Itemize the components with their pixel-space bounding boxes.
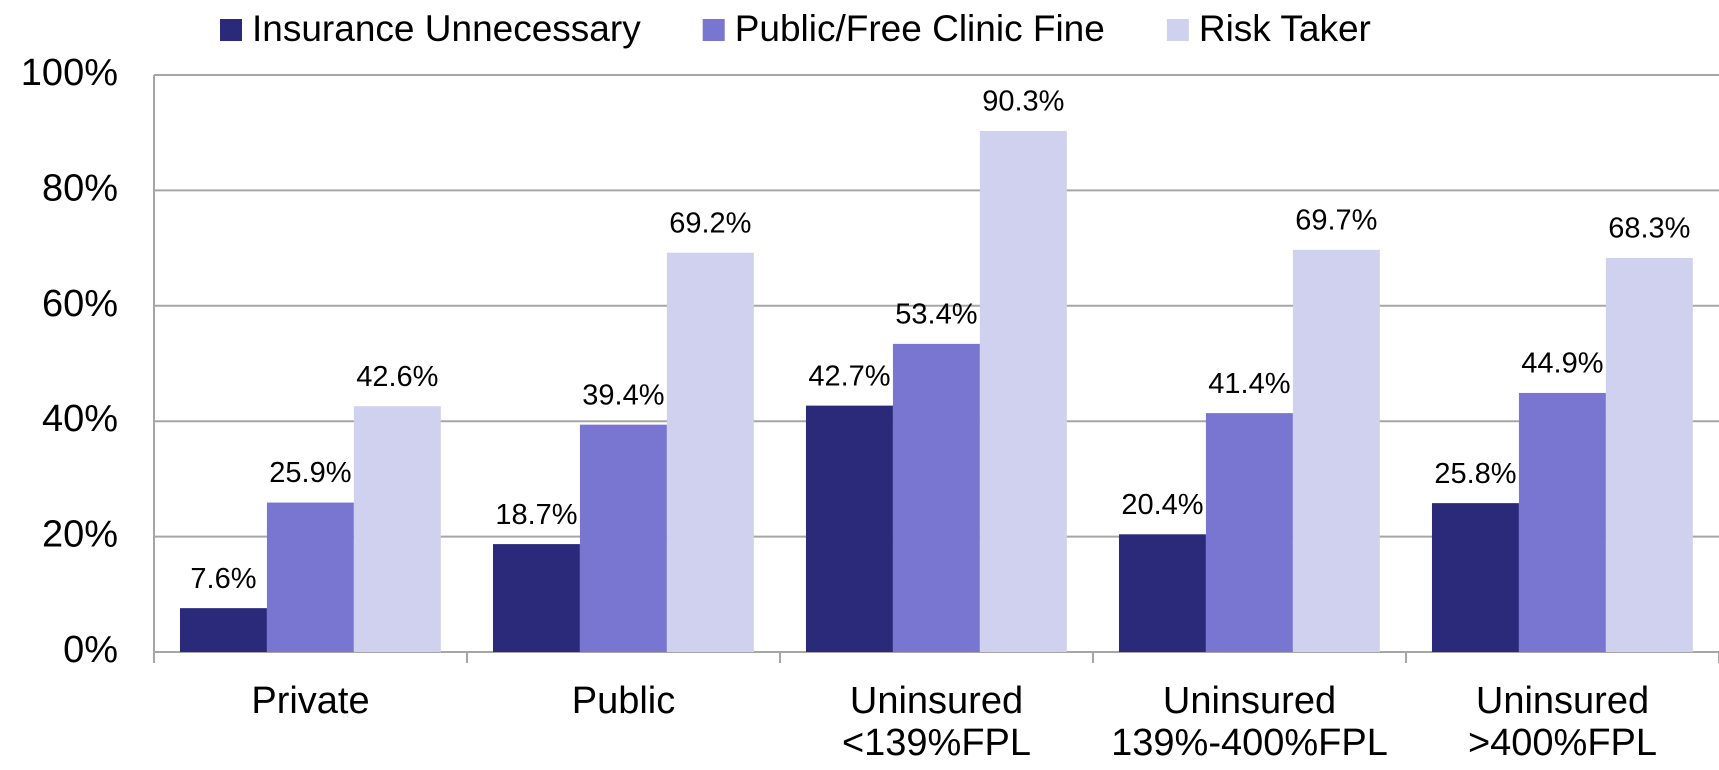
data-label: 25.8% [1434,458,1516,490]
data-label: 53.4% [895,299,977,331]
legend-label: Insurance Unnecessary [252,8,641,49]
bar [179,608,267,652]
x-tick-label: Uninsured <139%FPL [842,680,1031,764]
data-label: 42.6% [356,361,438,393]
x-tick-label: Public [572,680,676,722]
y-tick-label: 40% [42,398,118,440]
bar [805,405,893,652]
bar [1205,413,1293,652]
x-tick-label: Uninsured 139%-400%FPL [1111,680,1388,764]
bar [1118,534,1206,652]
bar [579,424,667,652]
y-tick-label: 80% [42,167,118,209]
bar [1292,249,1380,652]
data-label: 69.2% [669,207,751,239]
bar [979,130,1067,652]
data-label: 90.3% [982,86,1064,118]
bar [1431,503,1519,652]
data-label: 41.4% [1208,368,1290,400]
data-label: 42.7% [808,360,890,392]
bar [892,343,980,652]
legend-label: Risk Taker [1199,8,1371,49]
data-label: 18.7% [495,499,577,531]
data-label: 44.9% [1521,348,1603,380]
bar [353,406,441,652]
x-tick-label: Uninsured >400%FPL [1468,680,1657,764]
y-tick-label: 60% [42,283,118,325]
bar [266,502,354,652]
bar [666,252,754,652]
data-label: 69.7% [1295,204,1377,236]
bar [1605,257,1693,652]
legend-swatch [1166,19,1189,41]
legend-swatch [220,19,242,41]
data-label: 68.3% [1608,213,1690,245]
y-tick-label: 100% [21,52,118,94]
data-label: 20.4% [1121,489,1203,521]
bar [1518,392,1606,652]
legend-label: Public/Free Clinic Fine [735,8,1105,49]
data-label: 39.4% [582,379,664,411]
data-label: 7.6% [190,563,256,595]
y-tick-label: 20% [42,514,118,556]
y-tick-label: 0% [63,629,118,671]
bar [492,544,580,652]
x-tick-label: Private [251,680,369,722]
data-label: 25.9% [269,457,351,489]
legend-swatch [702,19,725,41]
